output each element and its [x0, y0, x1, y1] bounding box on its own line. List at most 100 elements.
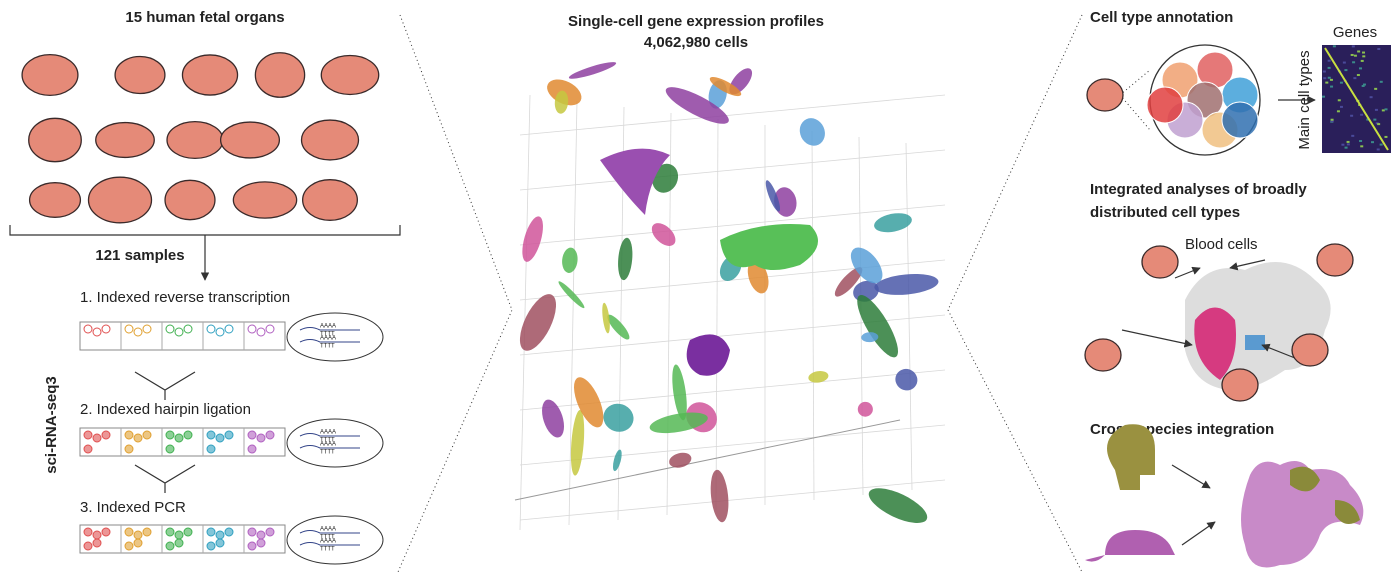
- bead: [84, 325, 92, 333]
- bead: [93, 328, 101, 336]
- heatmap-cell: [1382, 109, 1385, 111]
- figure: 15 human fetal organs 121 samples 1. Ind…: [0, 0, 1391, 579]
- bead: [248, 431, 256, 439]
- cell-cluster: [568, 59, 618, 81]
- heatmap-cell: [1375, 109, 1378, 111]
- bead: [207, 528, 215, 536]
- cell-cluster: [891, 365, 921, 395]
- organ-icon: [22, 55, 78, 96]
- bead: [125, 528, 133, 536]
- heatmap-cell: [1337, 110, 1340, 112]
- heatmap-cell: [1331, 119, 1334, 121]
- sequence-label: AAAA: [320, 430, 336, 436]
- organ-icon: [221, 122, 280, 158]
- heatmap-cell: [1340, 106, 1343, 108]
- sequence-label: TTTT: [320, 547, 335, 553]
- heatmap-cell: [1352, 61, 1355, 63]
- blood-cells-label: Blood cells: [1185, 236, 1258, 253]
- heatmap-cell: [1357, 50, 1360, 52]
- annotation-title: Cell type annotation: [1090, 9, 1233, 26]
- organ-icon: [1085, 339, 1121, 371]
- organ-icon: [167, 122, 223, 159]
- heatmap-cell: [1345, 147, 1348, 149]
- heatmap-cell: [1352, 45, 1355, 47]
- step-label: 3. Indexed PCR: [80, 499, 186, 516]
- heatmap-cell: [1328, 60, 1331, 62]
- heatmap-cell: [1377, 148, 1380, 150]
- organ-icon: [29, 118, 82, 161]
- heatmap-cell: [1373, 119, 1376, 121]
- human-icon: [1107, 424, 1155, 490]
- bead: [257, 539, 265, 547]
- sequence-label: TTTT: [320, 450, 335, 456]
- bead: [225, 325, 233, 333]
- cell-cluster: [600, 400, 637, 436]
- bead: [225, 528, 233, 536]
- bead: [184, 528, 192, 536]
- bead: [266, 431, 274, 439]
- bead: [207, 325, 215, 333]
- bead: [216, 531, 224, 539]
- cell-cluster: [864, 481, 932, 530]
- bead: [257, 328, 265, 336]
- organ-icon: [233, 182, 296, 218]
- bead: [93, 434, 101, 442]
- heatmap-cell: [1347, 143, 1350, 145]
- heatmap-cell: [1354, 55, 1357, 57]
- bead: [216, 328, 224, 336]
- bead: [175, 328, 183, 336]
- sequence-label: AAAA: [320, 442, 336, 448]
- heatmap-cell: [1362, 55, 1365, 57]
- heatmap-cell: [1357, 74, 1360, 76]
- cell-cluster: [808, 370, 830, 384]
- bead: [125, 445, 133, 453]
- heatmap-cell: [1338, 99, 1341, 101]
- arrow: [1122, 330, 1192, 345]
- bead: [143, 431, 151, 439]
- arrow: [135, 465, 195, 493]
- grid-line: [906, 143, 912, 490]
- bead: [134, 531, 142, 539]
- bead: [93, 539, 101, 547]
- sequence-label: TTTT: [320, 344, 335, 350]
- heatmap-cell: [1351, 135, 1354, 137]
- cell-cluster: [857, 401, 874, 417]
- cell-cluster: [850, 290, 905, 362]
- organ-icon: [182, 55, 237, 95]
- bead: [125, 542, 133, 550]
- integration-title: distributed cell types: [1090, 204, 1240, 221]
- sequence-label: AAAA: [320, 539, 336, 545]
- bead: [266, 528, 274, 536]
- bead: [248, 528, 256, 536]
- cell-cluster: [561, 247, 579, 274]
- cell-cluster: [648, 219, 680, 251]
- bead: [266, 325, 274, 333]
- grid-line: [812, 131, 814, 500]
- samples-label: 121 samples: [95, 247, 184, 264]
- bead: [84, 431, 92, 439]
- bead: [166, 528, 174, 536]
- heatmap-cell: [1328, 77, 1331, 79]
- organ-icon: [88, 177, 151, 223]
- bead: [248, 445, 256, 453]
- center-title: Single-cell gene expression profiles: [568, 13, 824, 30]
- grid-line: [520, 95, 945, 135]
- cell-cluster: [720, 224, 818, 270]
- genes-label: Genes: [1333, 24, 1377, 41]
- bead: [257, 531, 265, 539]
- heatmap-cell: [1343, 62, 1346, 64]
- heatmap-cell: [1371, 141, 1374, 143]
- heatmap-cell: [1363, 84, 1366, 86]
- bead: [184, 431, 192, 439]
- zoom-line: [948, 15, 1082, 572]
- heatmap-cell: [1351, 54, 1354, 56]
- heatmap-cell: [1333, 45, 1336, 47]
- bead: [93, 531, 101, 539]
- heatmap-cell: [1359, 67, 1362, 69]
- bead: [257, 434, 265, 442]
- bead: [175, 539, 183, 547]
- bead: [166, 542, 174, 550]
- organ-icon: [255, 53, 304, 98]
- heatmap-cell: [1377, 123, 1380, 125]
- bead: [134, 328, 142, 336]
